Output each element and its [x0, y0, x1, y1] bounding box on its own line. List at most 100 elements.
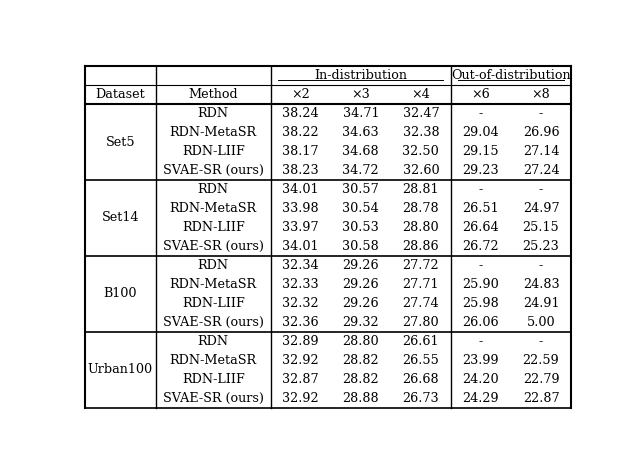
Text: 38.23: 38.23 [282, 164, 319, 177]
Text: RDN-MetaSR: RDN-MetaSR [170, 126, 257, 139]
Text: 38.24: 38.24 [282, 107, 319, 120]
Text: 32.50: 32.50 [403, 145, 439, 158]
Text: RDN: RDN [198, 107, 229, 120]
Text: -: - [539, 259, 543, 272]
Text: 30.57: 30.57 [342, 183, 379, 196]
Text: 27.24: 27.24 [523, 164, 559, 177]
Text: 24.29: 24.29 [463, 392, 499, 405]
Text: RDN-LIIF: RDN-LIIF [182, 145, 244, 158]
Text: In-distribution: In-distribution [314, 69, 407, 82]
Text: 29.15: 29.15 [463, 145, 499, 158]
Text: RDN-LIIF: RDN-LIIF [182, 373, 244, 386]
Text: ×6: ×6 [472, 88, 490, 101]
Text: Dataset: Dataset [95, 88, 145, 101]
Text: 29.26: 29.26 [342, 259, 379, 272]
Text: -: - [539, 334, 543, 348]
Text: 26.96: 26.96 [523, 126, 559, 139]
Text: 29.32: 29.32 [342, 316, 379, 329]
Text: 28.78: 28.78 [403, 202, 439, 215]
Text: 33.98: 33.98 [282, 202, 319, 215]
Text: 24.20: 24.20 [463, 373, 499, 386]
Text: 26.64: 26.64 [463, 221, 499, 234]
Text: 38.22: 38.22 [282, 126, 319, 139]
Text: 34.71: 34.71 [342, 107, 379, 120]
Text: 29.23: 29.23 [463, 164, 499, 177]
Text: 27.72: 27.72 [403, 259, 439, 272]
Text: 34.63: 34.63 [342, 126, 379, 139]
Text: 24.97: 24.97 [523, 202, 559, 215]
Text: 28.80: 28.80 [342, 334, 379, 348]
Text: 26.55: 26.55 [403, 354, 439, 367]
Text: 26.68: 26.68 [403, 373, 439, 386]
Text: 25.98: 25.98 [463, 297, 499, 310]
Text: 29.26: 29.26 [342, 278, 379, 291]
Text: 32.33: 32.33 [282, 278, 319, 291]
Text: 22.87: 22.87 [523, 392, 559, 405]
Text: Urban100: Urban100 [88, 363, 153, 376]
Text: 25.90: 25.90 [463, 278, 499, 291]
Text: 28.82: 28.82 [342, 373, 379, 386]
Text: ×2: ×2 [291, 88, 310, 101]
Text: 34.01: 34.01 [282, 240, 319, 253]
Text: Out-of-distribution: Out-of-distribution [451, 69, 571, 82]
Text: SVAE-SR (ours): SVAE-SR (ours) [163, 316, 264, 329]
Text: 30.54: 30.54 [342, 202, 379, 215]
Text: 34.68: 34.68 [342, 145, 379, 158]
Text: -: - [479, 259, 483, 272]
Text: 24.83: 24.83 [523, 278, 559, 291]
Text: 26.06: 26.06 [463, 316, 499, 329]
Text: RDN-MetaSR: RDN-MetaSR [170, 278, 257, 291]
Text: 33.97: 33.97 [282, 221, 319, 234]
Text: 25.23: 25.23 [523, 240, 559, 253]
Text: 32.92: 32.92 [282, 392, 319, 405]
Text: 26.73: 26.73 [403, 392, 439, 405]
Text: 32.47: 32.47 [403, 107, 439, 120]
Text: 26.72: 26.72 [463, 240, 499, 253]
Text: 30.58: 30.58 [342, 240, 379, 253]
Text: ×3: ×3 [351, 88, 370, 101]
Text: 30.53: 30.53 [342, 221, 379, 234]
Text: SVAE-SR (ours): SVAE-SR (ours) [163, 392, 264, 405]
Text: -: - [539, 183, 543, 196]
Text: 32.92: 32.92 [282, 354, 319, 367]
Text: RDN-LIIF: RDN-LIIF [182, 297, 244, 310]
Text: 32.87: 32.87 [282, 373, 319, 386]
Text: -: - [539, 107, 543, 120]
Text: 25.15: 25.15 [523, 221, 559, 234]
Text: 22.79: 22.79 [523, 373, 559, 386]
Text: RDN-MetaSR: RDN-MetaSR [170, 354, 257, 367]
Text: 27.14: 27.14 [523, 145, 559, 158]
Text: 32.89: 32.89 [282, 334, 319, 348]
Text: Set5: Set5 [106, 135, 135, 148]
Text: 28.86: 28.86 [403, 240, 439, 253]
Text: RDN-MetaSR: RDN-MetaSR [170, 202, 257, 215]
Text: 32.36: 32.36 [282, 316, 319, 329]
Text: Method: Method [189, 88, 238, 101]
Text: 29.04: 29.04 [463, 126, 499, 139]
Text: SVAE-SR (ours): SVAE-SR (ours) [163, 164, 264, 177]
Text: Set14: Set14 [102, 212, 140, 225]
Text: 28.82: 28.82 [342, 354, 379, 367]
Text: 22.59: 22.59 [523, 354, 559, 367]
Text: 28.81: 28.81 [403, 183, 439, 196]
Text: SVAE-SR (ours): SVAE-SR (ours) [163, 240, 264, 253]
Text: 27.74: 27.74 [403, 297, 439, 310]
Text: 34.01: 34.01 [282, 183, 319, 196]
Text: 32.60: 32.60 [403, 164, 439, 177]
Text: 28.80: 28.80 [403, 221, 439, 234]
Text: ×4: ×4 [412, 88, 430, 101]
Text: RDN-LIIF: RDN-LIIF [182, 221, 244, 234]
Text: 29.26: 29.26 [342, 297, 379, 310]
Text: RDN: RDN [198, 183, 229, 196]
Text: -: - [479, 107, 483, 120]
Text: -: - [479, 183, 483, 196]
Text: 34.72: 34.72 [342, 164, 379, 177]
Text: 23.99: 23.99 [463, 354, 499, 367]
Text: RDN: RDN [198, 259, 229, 272]
Text: 32.38: 32.38 [403, 126, 439, 139]
Text: -: - [479, 334, 483, 348]
Text: 28.88: 28.88 [342, 392, 379, 405]
Text: 27.80: 27.80 [403, 316, 439, 329]
Text: 32.34: 32.34 [282, 259, 319, 272]
Text: 24.91: 24.91 [523, 297, 559, 310]
